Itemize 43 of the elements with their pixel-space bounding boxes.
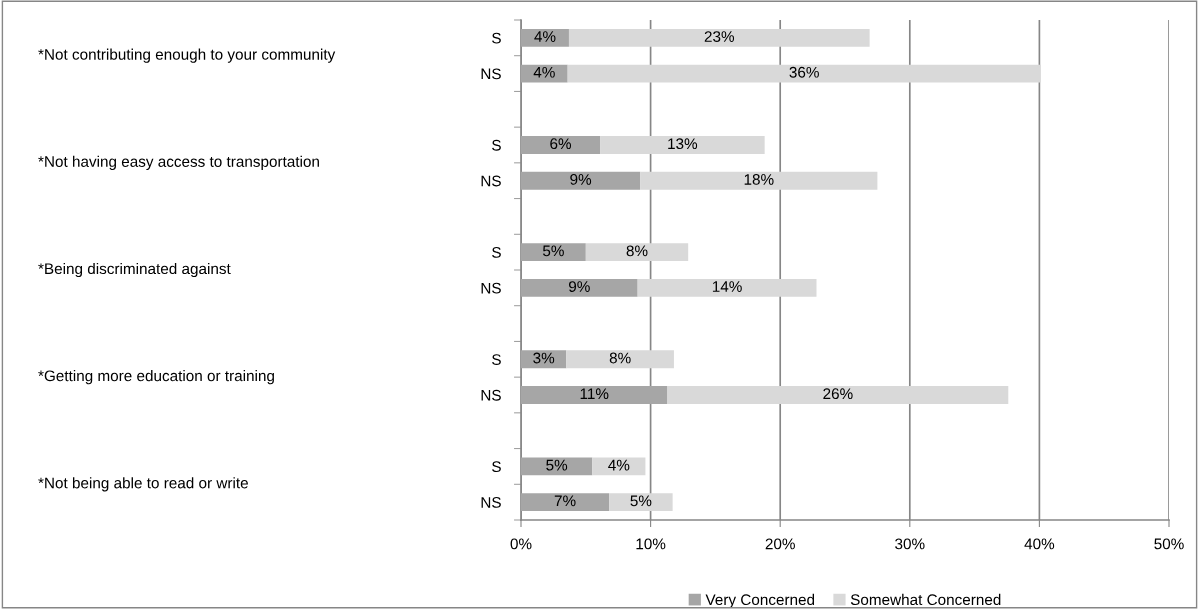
x-tick-label: 10%	[636, 538, 666, 550]
x-tick-label: 50%	[1154, 538, 1184, 550]
data-label: 4%	[534, 31, 556, 42]
x-tick-label: 30%	[895, 538, 925, 550]
data-label: 9%	[569, 281, 590, 292]
y-tick-label: NS	[481, 389, 501, 401]
data-label: 5%	[630, 495, 652, 507]
data-label: 4%	[533, 66, 555, 78]
data-label: 5%	[546, 459, 568, 471]
data-label: 5%	[542, 245, 564, 257]
y-tick-label: S	[492, 461, 501, 473]
y-tick-label: S	[492, 354, 501, 365]
data-label: 4%	[608, 459, 630, 471]
y-tick-label: S	[492, 32, 501, 44]
y-tick-label: NS	[481, 497, 501, 508]
data-label: 13%	[668, 138, 698, 150]
data-label: 6%	[550, 138, 572, 150]
data-label: 7%	[554, 495, 576, 507]
text: *Being discriminated against	[38, 262, 231, 278]
x-tick-label: 0%	[510, 538, 532, 550]
data-label: 8%	[609, 352, 631, 364]
text: *Getting more education or training	[38, 370, 274, 385]
y-tick-label: NS	[481, 68, 501, 80]
data-label: 8%	[626, 245, 648, 257]
data-label: 9%	[570, 174, 592, 185]
data-label: 18%	[744, 174, 774, 185]
y-tick-label: S	[492, 247, 501, 258]
data-label: 23%	[704, 31, 735, 42]
data-label: 14%	[712, 281, 742, 292]
text: *Not contributing enough to your community	[38, 48, 336, 63]
y-tick-label: NS	[481, 175, 501, 187]
x-tick-label: 40%	[1024, 538, 1055, 550]
y-tick-label: S	[492, 139, 501, 151]
data-label: 3%	[533, 352, 555, 364]
y-tick-label: NS	[481, 282, 501, 294]
data-label: 26%	[823, 388, 853, 400]
text: *Not being able to read or write	[38, 477, 248, 492]
text: *Not having easy access to transportation	[38, 155, 319, 170]
data-label: 36%	[789, 66, 819, 78]
legend-label: Somewhat Concerned	[850, 593, 1001, 606]
x-tick-label: 20%	[765, 538, 795, 550]
legend-label: Very Concerned	[705, 593, 815, 609]
data-label: 11%	[580, 388, 609, 400]
